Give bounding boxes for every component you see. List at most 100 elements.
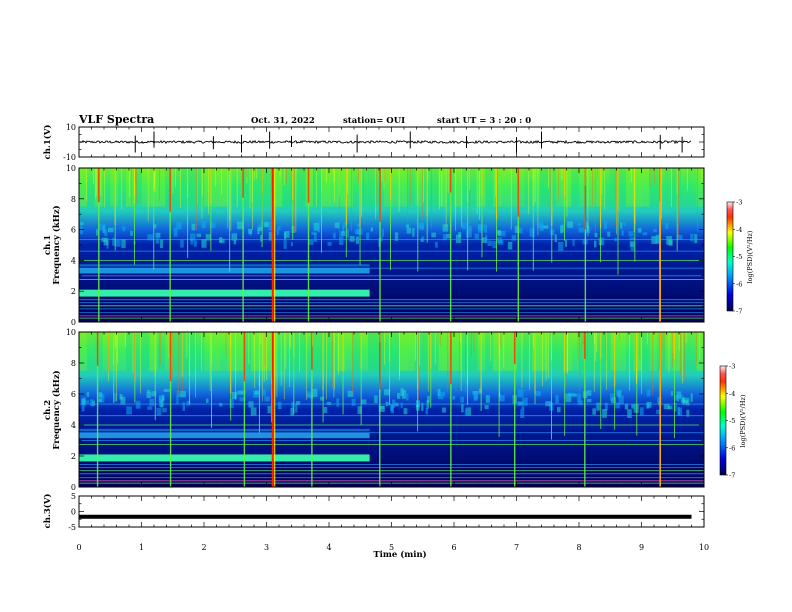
spectrum-texture <box>454 332 463 371</box>
noise-patch <box>160 239 164 249</box>
spectrum-texture <box>430 332 439 371</box>
noise-patch <box>646 401 652 408</box>
noise-patch <box>80 222 84 226</box>
ch1-colorbar-label: log(PSD)(V²/Hz) <box>746 230 754 283</box>
spectrum-texture <box>149 332 158 371</box>
noise-patch <box>538 221 544 229</box>
noise-patch <box>250 407 257 416</box>
noise-patch <box>98 392 103 398</box>
spectrum-texture <box>586 168 596 207</box>
station-label: station= OUI <box>343 116 405 126</box>
noise-patch <box>81 403 85 412</box>
spectrum-texture <box>399 332 408 371</box>
noise-patch <box>370 227 374 232</box>
spectrum-texture <box>94 332 103 371</box>
noise-patch <box>676 394 680 402</box>
noise-patch <box>592 408 596 415</box>
ch1-ytick-bottom: -10 <box>63 153 76 162</box>
noise-patch <box>260 235 263 242</box>
spectrum-texture <box>500 332 510 371</box>
spectrum-texture <box>219 168 228 207</box>
spectrum-texture <box>508 168 517 207</box>
spectrum-texture <box>282 332 291 371</box>
noise-patch <box>653 229 657 233</box>
spectrum-texture <box>344 168 353 207</box>
noise-patch <box>176 395 179 405</box>
spectrum-texture <box>477 332 486 371</box>
noise-patch <box>146 389 151 394</box>
spectrum-texture <box>157 168 166 207</box>
noise-patch <box>240 390 247 394</box>
noise-patch <box>336 398 340 407</box>
spectrum-texture <box>125 332 135 371</box>
noise-patch <box>520 409 525 418</box>
y-tick-label: 0 <box>71 508 76 517</box>
figure-title: VLF Spectra <box>78 113 154 126</box>
noise-patch <box>420 238 423 242</box>
noise-patch <box>294 403 298 413</box>
noise-patch <box>400 402 403 408</box>
noise-patch <box>147 234 153 241</box>
noise-patch <box>107 227 114 233</box>
colorbar-tick-label: -7 <box>736 308 742 316</box>
y-tick-label: 6 <box>71 390 76 399</box>
start-ut-label: start UT = 3 : 20 : 0 <box>437 116 531 126</box>
noise-patch <box>155 232 161 238</box>
x-tick-label: 9 <box>639 543 644 552</box>
noise-patch <box>135 400 141 409</box>
noise-patch <box>276 228 279 235</box>
noise-patch <box>497 239 504 245</box>
spectrum-texture <box>141 332 150 371</box>
noise-patch <box>176 390 180 397</box>
noise-patch <box>317 221 320 229</box>
noise-patch <box>196 233 202 238</box>
noise-patch <box>694 234 698 244</box>
spectrum-texture <box>274 332 283 371</box>
noise-patch <box>507 241 513 250</box>
noise-patch <box>615 402 620 409</box>
band-1-8khz <box>79 454 370 462</box>
ch1-waveform-ticks <box>78 126 705 158</box>
spectrum-texture <box>172 332 182 371</box>
noise-patch <box>81 398 86 405</box>
noise-patch <box>378 405 385 412</box>
noise-patch <box>442 234 447 241</box>
noise-patch <box>665 222 669 229</box>
noise-patch <box>629 237 635 241</box>
ch1-waveform-trace <box>79 131 692 153</box>
spectrum-texture <box>141 168 150 207</box>
ch1-colorbar: log(PSD)(V²/Hz) -3 -4 -5 -6 -7 <box>726 199 754 316</box>
x-tick-label: 7 <box>514 543 519 552</box>
spectrum-texture <box>454 168 463 207</box>
colorbar-tick-label: -3 <box>736 199 742 207</box>
noise-patch <box>607 231 611 237</box>
y-tick-label: 10 <box>66 164 76 173</box>
noise-patch <box>237 221 243 230</box>
ch2-frequency-ylabel: Frequency (kHz) <box>51 370 62 449</box>
noise-patch <box>99 393 105 403</box>
noise-patch <box>284 231 290 238</box>
noise-patch <box>233 239 237 245</box>
noise-patch <box>104 229 108 236</box>
noise-patch <box>98 398 102 403</box>
noise-patch <box>550 229 555 236</box>
spectrum-texture <box>118 168 127 207</box>
spectrum-texture <box>438 332 447 371</box>
x-tick-label: 0 <box>76 543 81 552</box>
spectrum-texture <box>133 168 142 207</box>
spectrum-texture <box>329 168 338 207</box>
ch1-waveform-panel: 10 -10 ch.1(V) <box>42 123 705 162</box>
spectrum-texture <box>539 168 549 207</box>
noise-patch <box>577 222 581 226</box>
noise-patch <box>437 392 444 400</box>
y-tick-label: 5 <box>71 492 76 501</box>
ch3-waveform-panel: 0 1 2 3 4 5 6 7 8 9 10 5 0 -5 ch.3(V) Time (min) <box>42 492 709 560</box>
ch2-colorbar: log(PSD)(V²/Hz) -3 -4 -5 -6 -7 <box>719 363 747 480</box>
noise-patch <box>201 220 206 229</box>
spectrum-texture <box>383 332 392 371</box>
noise-patch <box>405 224 410 228</box>
noise-patch <box>616 389 622 396</box>
noise-patch <box>268 222 274 231</box>
noise-patch <box>465 229 472 238</box>
